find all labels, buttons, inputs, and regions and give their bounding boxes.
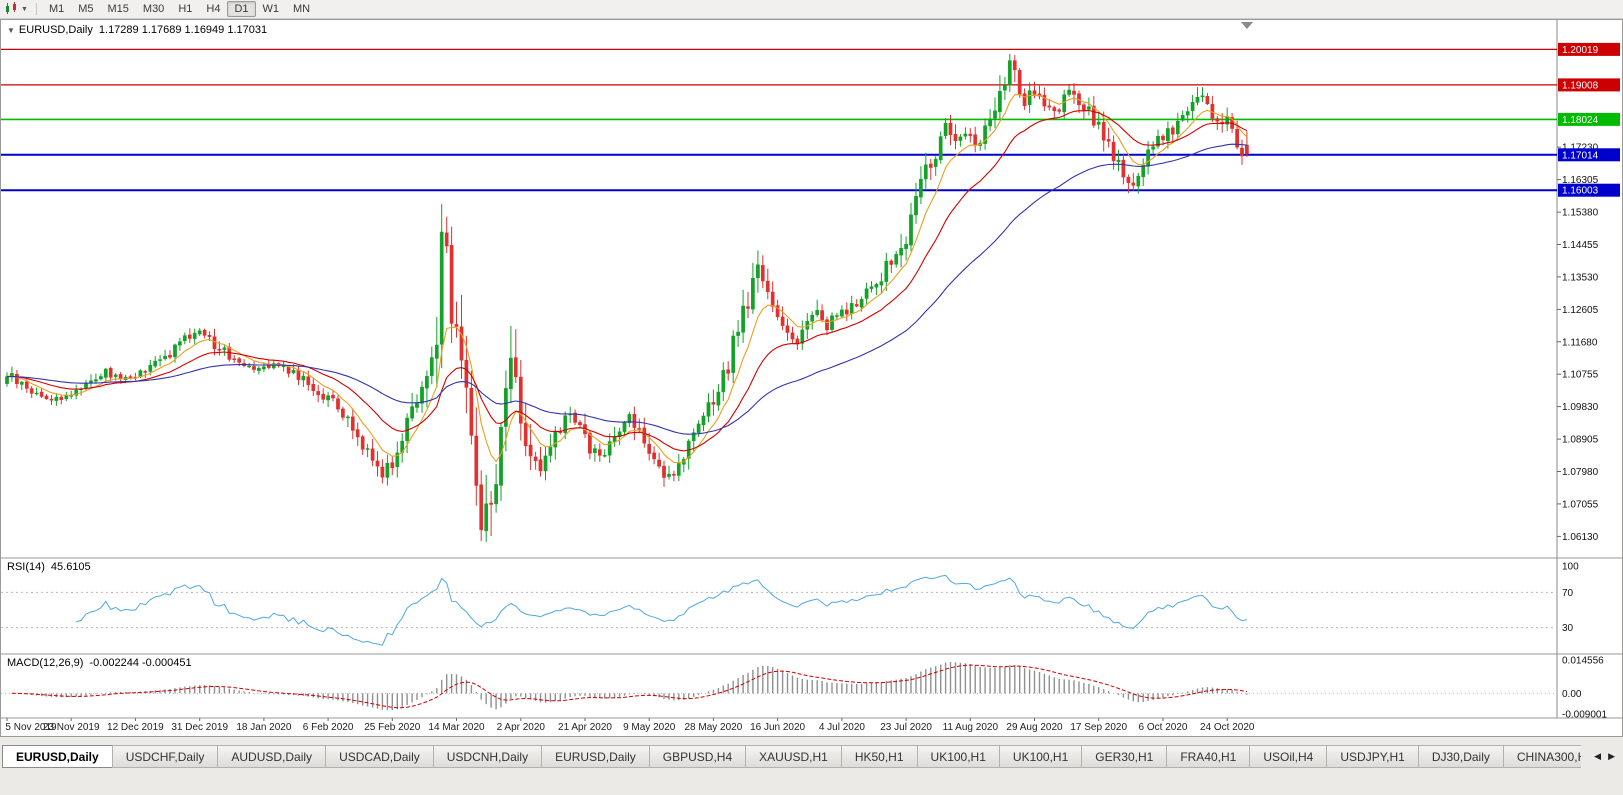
candlestick-chart-icon[interactable] <box>4 2 19 16</box>
chart-shift-marker-icon[interactable] <box>1241 22 1253 29</box>
main-chart-plot[interactable] <box>1 20 1557 558</box>
price-line-badge <box>1558 42 1620 56</box>
chart-tab-gbpusd-h4[interactable]: GBPUSD,H4 <box>648 745 747 768</box>
macd-panel[interactable] <box>1 654 1557 718</box>
macd-axis-label: 0.014556 <box>1562 656 1604 667</box>
date-label: 5 Nov 2019 <box>5 722 57 733</box>
date-label: 21 Apr 2020 <box>558 722 612 733</box>
date-label: 18 Jan 2020 <box>236 722 291 733</box>
chart-tab-usdchf-daily[interactable]: USDCHF,Daily <box>111 745 219 768</box>
timeframe-button-d1[interactable]: D1 <box>227 1 256 17</box>
price-tick-label: 1.07980 <box>1562 467 1599 478</box>
rsi-axis-label: 30 <box>1562 623 1574 634</box>
date-label: 2 Apr 2020 <box>497 722 546 733</box>
timeframe-button-m30[interactable]: M30 <box>142 3 165 15</box>
price-line-badge-label: 1.17014 <box>1562 150 1599 161</box>
chart-tab-eurusd-daily[interactable]: EURUSD,Daily <box>541 745 650 768</box>
rsi-axis-label: 100 <box>1562 562 1579 573</box>
chart-tab-fra40-h1[interactable]: FRA40,H1 <box>1166 745 1251 768</box>
date-label: 31 Dec 2019 <box>171 722 228 733</box>
timeframe-button-m1[interactable]: M1 <box>48 3 65 15</box>
date-label: 28 May 2020 <box>684 722 742 733</box>
price-line-badge-label: 1.19008 <box>1562 80 1599 91</box>
chart-tab-audusd-daily[interactable]: AUDUSD,Daily <box>217 745 327 768</box>
date-label: 14 Mar 2020 <box>428 722 485 733</box>
price-line-badge <box>1558 183 1620 197</box>
chart-tabs: EURUSD,Daily USDCHF,Daily AUDUSD,Daily USDC… <box>2 745 1581 768</box>
timeframe-buttons: M1 M5 M15 M30 H1 H4 D1 W1 MN <box>42 1 317 17</box>
macd-axis-label: 0.00 <box>1562 689 1582 700</box>
macd-axis-label: -0.009001 <box>1562 710 1607 721</box>
chart-tab-eurusd-daily[interactable]: EURUSD,Daily <box>2 745 113 768</box>
price-axis[interactable] <box>1557 20 1622 718</box>
price-tick-label: 1.06130 <box>1562 532 1599 543</box>
moving-average-55 <box>6 143 1247 435</box>
timeframe-button-m5[interactable]: M5 <box>78 3 94 15</box>
chart-tab-usdcad-daily[interactable]: USDCAD,Daily <box>325 745 434 768</box>
chart-canvas[interactable]: 1.17230 1.16305 1.15380 1.14455 1.13530 1.126… <box>1 20 1622 736</box>
price-tick-label: 1.13530 <box>1562 272 1599 283</box>
date-label: 23 Nov 2019 <box>43 722 100 733</box>
date-label: 16 Jun 2020 <box>750 722 805 733</box>
price-tick-label: 1.14455 <box>1562 240 1599 251</box>
chart-type-dropdown-caret-icon[interactable]: ▼ <box>21 5 28 13</box>
chart-tab-usoil-h4[interactable]: USOil,H4 <box>1249 745 1328 768</box>
price-tick-label: 1.07055 <box>1562 499 1599 510</box>
date-label: 6 Oct 2020 <box>1139 722 1188 733</box>
timeframe-button-mn[interactable]: MN <box>293 3 311 15</box>
date-label: 17 Sep 2020 <box>1070 722 1127 733</box>
date-label: 12 Dec 2019 <box>107 722 164 733</box>
date-label: 11 Aug 2020 <box>943 722 999 733</box>
price-tick-label: 1.09830 <box>1562 402 1599 413</box>
moving-average-21 <box>6 109 1248 452</box>
date-label: 29 Aug 2020 <box>1006 722 1063 733</box>
time-axis[interactable] <box>1 718 1622 736</box>
price-tick-label: 1.11680 <box>1562 337 1598 348</box>
chart-tab-usdcnh-daily[interactable]: USDCNH,Daily <box>432 745 543 768</box>
price-line-badge-label: 1.16003 <box>1562 186 1599 197</box>
chart-tab-uk100-h1[interactable]: UK100,H1 <box>916 745 1000 768</box>
price-line-badge <box>1558 112 1620 126</box>
chart-tab-bar: EURUSD,Daily USDCHF,Daily AUDUSD,Daily USDC… <box>0 737 1623 795</box>
timeframe-button-m15[interactable]: M15 <box>107 3 129 15</box>
price-line-badge-label: 1.18024 <box>1562 115 1599 126</box>
tab-scroll-left-icon[interactable]: ◀ <box>1594 751 1602 761</box>
price-line-badge-label: 1.20019 <box>1562 45 1599 56</box>
price-tick-label: 1.15380 <box>1562 208 1599 219</box>
chart-window: 1.17230 1.16305 1.15380 1.14455 1.13530 1.126… <box>0 19 1623 737</box>
rsi-line <box>76 574 1247 646</box>
date-label: 9 May 2020 <box>623 722 676 733</box>
price-tick-label: 1.12605 <box>1562 305 1599 316</box>
price-tick-label: 1.17230 <box>1562 143 1599 154</box>
price-tick-label: 1.10755 <box>1562 370 1599 381</box>
tab-scroll-arrows: ◀ ▶ <box>1581 745 1623 768</box>
date-label: 6 Feb 2020 <box>303 722 354 733</box>
date-label: 23 Jul 2020 <box>880 722 932 733</box>
chart-tab-china300-h1[interactable]: CHINA300,H1 <box>1502 745 1581 768</box>
tab-scroll-right-icon[interactable]: ▶ <box>1608 751 1615 761</box>
timeframe-button-h1[interactable]: H1 <box>178 3 193 15</box>
rsi-axis-label: 70 <box>1562 588 1574 599</box>
macd-signal-line <box>11 664 1247 709</box>
price-line-badge <box>1558 148 1620 162</box>
toolbar: ▼ M1 M5 M15 M30 H1 H4 D1 W1 MN <box>0 0 1623 19</box>
chart-tab-xauusd-h1[interactable]: XAUUSD,H1 <box>745 745 842 768</box>
date-label: 25 Feb 2020 <box>364 722 421 733</box>
date-label: 4 Jul 2020 <box>819 722 866 733</box>
price-tick-label: 1.08905 <box>1562 435 1599 446</box>
price-tick-label: 1.16305 <box>1562 175 1599 186</box>
rsi-panel[interactable] <box>1 558 1557 654</box>
timeframe-button-w1[interactable]: W1 <box>262 3 280 15</box>
timeframe-button-h4[interactable]: H4 <box>206 3 221 15</box>
chart-tab-uk100-h1[interactable]: UK100,H1 <box>998 745 1083 768</box>
chart-tab-usdjpy-h1[interactable]: USDJPY,H1 <box>1326 745 1419 768</box>
price-line-badge <box>1558 78 1620 92</box>
chart-tab-hk50-h1[interactable]: HK50,H1 <box>840 745 918 768</box>
date-label: 24 Oct 2020 <box>1200 722 1255 733</box>
chart-tab-ger30-h1[interactable]: GER30,H1 <box>1081 745 1168 768</box>
toolbar-separator <box>35 3 37 15</box>
chart-tab-dj30-daily[interactable]: DJ30,Daily <box>1417 745 1504 768</box>
